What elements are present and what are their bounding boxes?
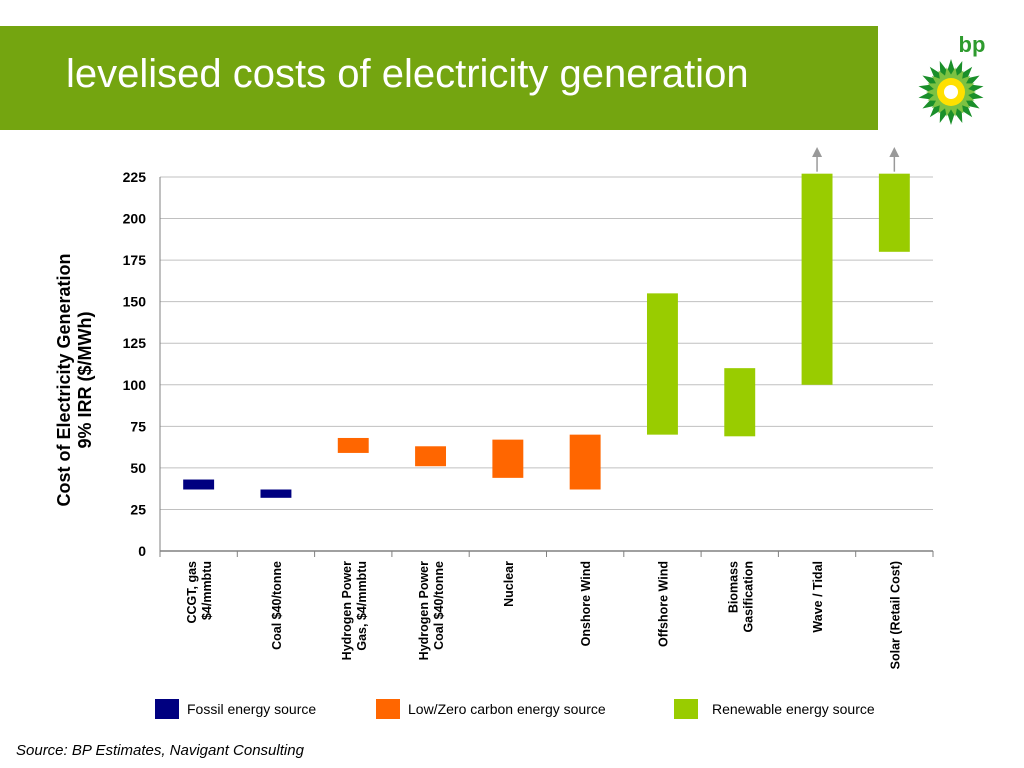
y-tick-label: 50 bbox=[130, 460, 146, 476]
x-category-label-line: Wave / Tidal bbox=[811, 561, 825, 633]
y-tick-label: 25 bbox=[130, 501, 146, 517]
legend-swatch bbox=[376, 699, 400, 719]
x-category-label-line: CCGT, gas bbox=[185, 561, 199, 624]
legend-label: Low/Zero carbon energy source bbox=[408, 701, 606, 717]
bp-logo: bp bbox=[918, 32, 986, 125]
logo-text: bp bbox=[959, 32, 986, 57]
legend-item-renewable: Renewable energy source bbox=[674, 698, 875, 720]
x-category-label-line: Coal $40/tonne bbox=[270, 561, 284, 650]
range-bar bbox=[337, 437, 369, 453]
range-bar bbox=[801, 173, 833, 385]
legend-swatch bbox=[155, 699, 179, 719]
range-bar bbox=[415, 446, 447, 467]
x-category-label-line: Hydrogen Power bbox=[417, 561, 431, 660]
y-tick-label: 100 bbox=[123, 377, 147, 393]
range-bar bbox=[878, 173, 910, 252]
x-category-label: Offshore Wind bbox=[656, 561, 670, 647]
y-tick-label: 200 bbox=[123, 211, 147, 227]
arrow-up-icon bbox=[812, 147, 823, 157]
x-category-label-line: Onshore Wind bbox=[579, 561, 593, 646]
source-note: Source: BP Estimates, Navigant Consultin… bbox=[16, 742, 304, 759]
range-bar bbox=[260, 489, 292, 498]
page-title: levelised costs of electricity generatio… bbox=[66, 52, 749, 96]
x-category-label-line: Biomass bbox=[726, 561, 740, 613]
y-tick-label: 0 bbox=[138, 543, 146, 559]
x-category-label: Onshore Wind bbox=[579, 561, 593, 646]
x-category-label-line: Solar (Retail Cost) bbox=[888, 561, 902, 669]
x-category-label: Biomass Gasification bbox=[726, 561, 755, 633]
title-bar bbox=[0, 26, 878, 130]
arrow-up-icon bbox=[889, 147, 900, 157]
range-bar bbox=[724, 368, 756, 437]
bp-helios-logo-icon bbox=[918, 59, 984, 125]
legend-label: Fossil energy source bbox=[187, 701, 317, 717]
x-category-label: Hydrogen Power Coal $40/tonne bbox=[417, 561, 446, 660]
x-category-label-line: Gasification bbox=[741, 561, 755, 633]
legend-item-lowcarbon: Low/Zero carbon energy source bbox=[376, 698, 606, 720]
x-category-label: Solar (Retail Cost) bbox=[888, 561, 902, 669]
legend-item-fossil: Fossil energy source bbox=[155, 698, 316, 720]
x-category-label-line: Nuclear bbox=[502, 561, 516, 607]
y-tick-label: 150 bbox=[123, 294, 147, 310]
x-category-label: CCGT, gas $4/mmbtu bbox=[185, 561, 214, 624]
range-bar bbox=[492, 439, 524, 478]
x-category-label-line: Offshore Wind bbox=[656, 561, 670, 647]
x-category-label: Coal $40/tonne bbox=[270, 561, 284, 650]
x-category-label-line: Gas, $4/mmbtu bbox=[355, 561, 369, 651]
y-tick-label: 225 bbox=[123, 169, 147, 185]
y-tick-label: 75 bbox=[130, 418, 146, 434]
x-category-label: Hydrogen Power Gas, $4/mmbtu bbox=[340, 561, 369, 660]
range-bar bbox=[569, 434, 601, 490]
range-bar bbox=[183, 479, 215, 490]
x-category-label: Nuclear bbox=[502, 561, 516, 607]
x-category-label-line: Hydrogen Power bbox=[340, 561, 354, 660]
range-bar bbox=[646, 293, 678, 435]
x-category-label-line: Coal $40/tonne bbox=[432, 561, 446, 650]
y-tick-label: 175 bbox=[123, 252, 147, 268]
y-tick-label: 125 bbox=[123, 335, 147, 351]
legend-swatch bbox=[674, 699, 698, 719]
x-category-label-line: $4/mmbtu bbox=[200, 561, 214, 620]
legend-label: Renewable energy source bbox=[712, 701, 875, 717]
x-category-label: Wave / Tidal bbox=[811, 561, 825, 633]
